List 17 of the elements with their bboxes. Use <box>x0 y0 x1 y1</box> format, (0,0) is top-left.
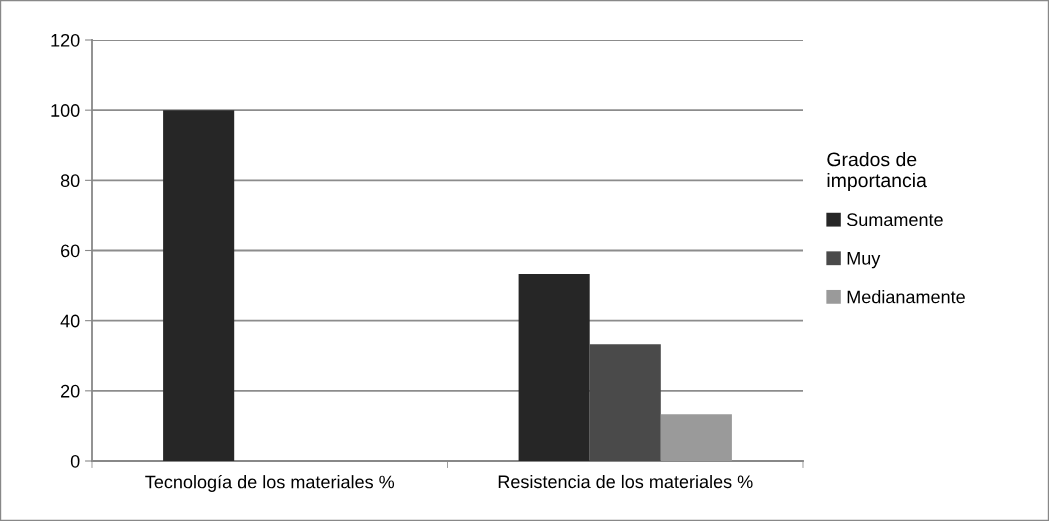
legend-label: Medianamente <box>847 290 965 304</box>
y-tick-label: 80 <box>60 174 80 188</box>
y-tick-label: 0 <box>70 454 80 468</box>
y-tick-label: 100 <box>51 104 80 117</box>
bar <box>518 274 590 461</box>
bar <box>163 110 235 461</box>
legend-label: Sumamente <box>847 213 943 227</box>
y-tick-label: 120 <box>51 33 80 47</box>
y-tick-label: 20 <box>61 384 80 398</box>
x-tick-label: Resistencia de los materiales % <box>498 474 753 489</box>
bar <box>589 344 661 461</box>
legend-title: Grados de importancia <box>827 152 927 192</box>
y-tick-label: 40 <box>60 314 80 328</box>
bar <box>660 414 732 461</box>
y-tick-label: 60 <box>61 244 80 258</box>
legend-label: Muy <box>847 252 881 269</box>
x-tick-label: Tecnología de los materiales % <box>145 474 395 492</box>
